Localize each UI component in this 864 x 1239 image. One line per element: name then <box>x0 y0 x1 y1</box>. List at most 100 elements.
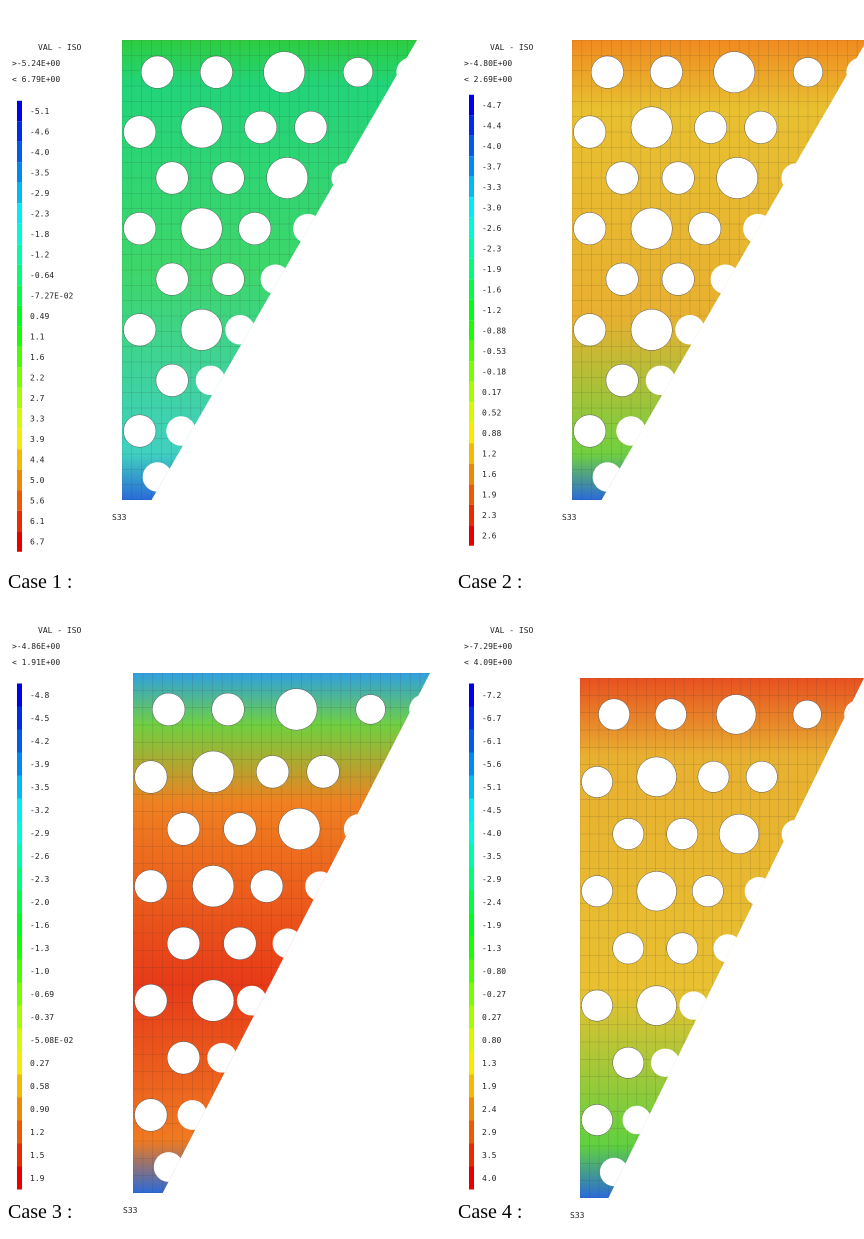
colorbar-swatch <box>469 177 474 198</box>
colorbar-swatch <box>469 423 474 444</box>
colorbar-swatch <box>469 95 474 116</box>
legend-label: 1.5 <box>30 1151 45 1160</box>
notch <box>261 264 291 294</box>
colorbar-swatch <box>469 218 474 239</box>
hole <box>581 990 612 1021</box>
legend-label: -1.2 <box>482 306 501 315</box>
legend-label: 0.58 <box>30 1082 49 1091</box>
hole <box>662 263 694 295</box>
legend-label: -2.6 <box>482 224 501 233</box>
legend-label: -5.6 <box>482 760 501 769</box>
colorbar-swatch <box>17 306 22 327</box>
colorbar-swatch <box>17 490 22 511</box>
colorbar-swatch <box>469 1006 474 1029</box>
legend-label: -4.0 <box>482 829 501 838</box>
colorbar-swatch <box>469 443 474 464</box>
colorbar-swatch <box>469 753 474 776</box>
notch <box>385 752 415 782</box>
legend-label: 4.0 <box>482 1174 497 1183</box>
hole <box>152 693 185 726</box>
legend-label: -2.9 <box>482 875 501 884</box>
colorbar-swatch <box>469 115 474 136</box>
notch <box>679 991 707 1019</box>
hole <box>717 157 758 198</box>
legend-label: -4.4 <box>482 122 501 131</box>
notch <box>745 877 773 905</box>
colorbar-swatch <box>17 1006 22 1029</box>
legend-label: 1.9 <box>482 1082 497 1091</box>
hole <box>689 212 721 244</box>
colorbar-swatch <box>17 388 22 409</box>
hole <box>256 755 289 788</box>
legend-label: 0.49 <box>30 312 49 321</box>
legend-label: -0.88 <box>482 327 506 336</box>
legend-label: 5.0 <box>30 476 45 485</box>
hole <box>573 212 605 244</box>
colorbar-swatch <box>17 937 22 960</box>
colorbar-swatch <box>469 914 474 937</box>
hole <box>224 813 257 846</box>
hole <box>581 766 612 797</box>
caption: Case 1 : <box>8 571 72 593</box>
notch <box>237 986 267 1016</box>
hole <box>631 208 672 249</box>
panel: VAL - ISO>-7.29E+00< 4.09E+00-7.2-6.7-6.… <box>458 626 864 1223</box>
colorbar-swatch <box>469 136 474 157</box>
hole <box>716 695 756 735</box>
hole <box>134 870 167 903</box>
hole <box>264 52 305 93</box>
notch <box>651 1049 679 1077</box>
legend-label: -3.2 <box>30 806 49 815</box>
hole <box>746 761 777 792</box>
legend-label: -1.3 <box>30 944 49 953</box>
notch <box>305 871 335 901</box>
hole <box>356 695 386 725</box>
legend-label: 0.17 <box>482 388 501 397</box>
colorbar-swatch <box>469 1167 474 1190</box>
colorbar-swatch <box>17 203 22 224</box>
colorbar-swatch <box>17 408 22 429</box>
contour-plot <box>572 40 864 500</box>
legend-label: -3.5 <box>30 169 49 178</box>
hole <box>239 212 271 244</box>
hole <box>192 865 234 907</box>
hole <box>276 689 318 731</box>
figure: VAL - ISO>-5.24E+00< 6.79E+00-5.1-4.6-4.… <box>0 0 864 1239</box>
legend-label: -4.0 <box>482 142 501 151</box>
hole <box>637 757 677 797</box>
colorbar-swatch <box>17 960 22 983</box>
hole <box>606 162 638 194</box>
legend-label: 6.7 <box>30 538 45 547</box>
colorbar-swatch <box>469 937 474 960</box>
hole <box>123 116 155 148</box>
legend-label: -7.27E-02 <box>30 292 74 301</box>
legend-label: -4.0 <box>30 148 49 157</box>
colorbar-swatch <box>17 891 22 914</box>
colorbar-swatch <box>17 470 22 491</box>
legend-label: 2.3 <box>482 511 497 520</box>
legend-label: -1.2 <box>30 251 49 260</box>
hole <box>745 111 777 143</box>
colorbar-swatch <box>17 265 22 286</box>
legend-label: 0.52 <box>482 409 501 418</box>
notch <box>166 416 196 446</box>
colorbar-swatch <box>469 402 474 423</box>
legend-label: 1.2 <box>30 1128 45 1137</box>
colorbar-swatch <box>17 707 22 730</box>
colorbar-swatch <box>469 776 474 799</box>
hole <box>698 761 729 792</box>
legend-header: VAL - ISO <box>490 626 534 635</box>
notch <box>331 163 361 193</box>
caption: Case 3 : <box>8 1201 72 1223</box>
panel: VAL - ISO>-4.80E+00< 2.69E+00-4.7-4.4-4.… <box>458 40 864 593</box>
legend-label: -3.5 <box>482 852 501 861</box>
colorbar-swatch <box>17 101 22 122</box>
legend-label: -2.3 <box>482 245 501 254</box>
legend-label: -7.2 <box>482 691 501 700</box>
hole <box>156 162 188 194</box>
notch <box>293 214 323 244</box>
legend-label: -0.37 <box>30 1013 54 1022</box>
notch <box>646 366 676 396</box>
colorbar-swatch <box>17 183 22 204</box>
legend-label: -0.69 <box>30 990 54 999</box>
